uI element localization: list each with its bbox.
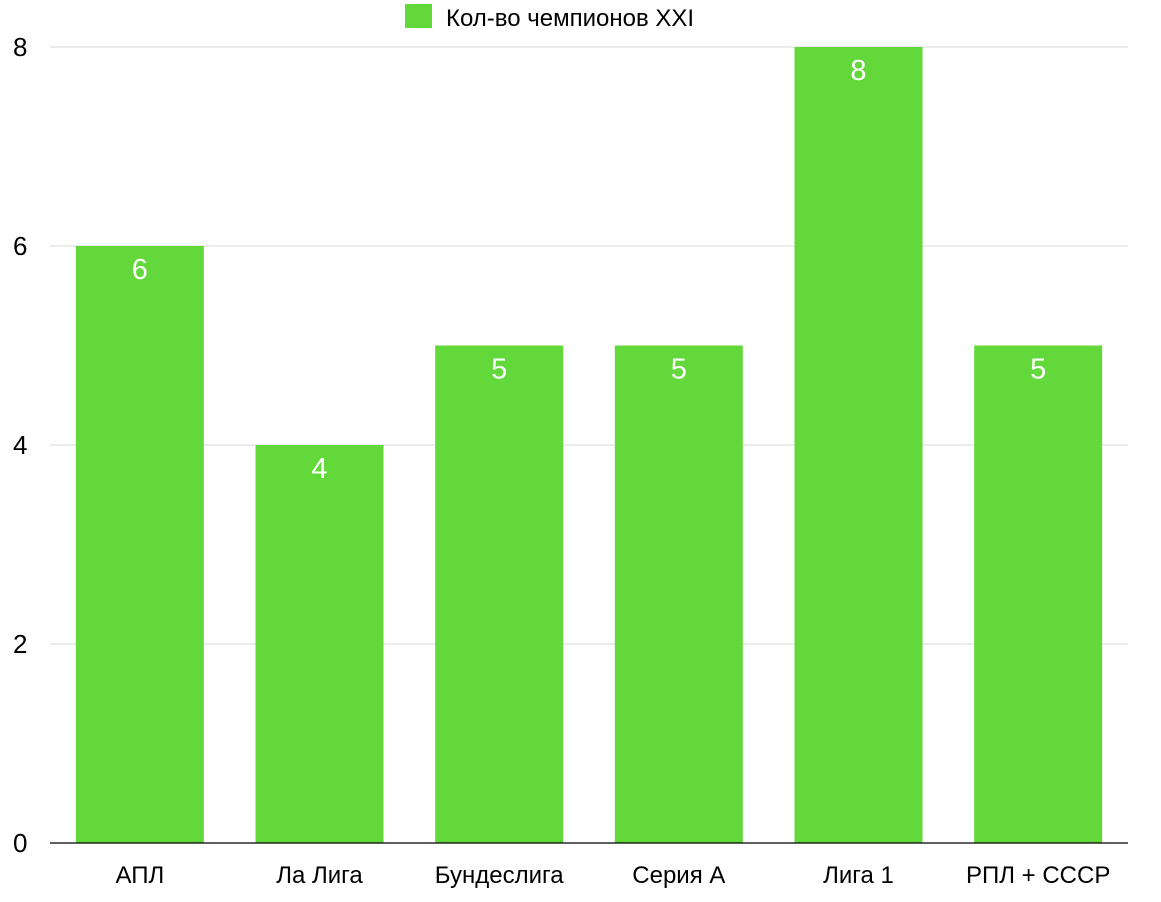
x-tick-label: Лига 1 (823, 862, 894, 889)
bar (75, 246, 204, 843)
data-labels: 6 4 5 5 8 5 (132, 55, 1046, 485)
data-label: 8 (850, 55, 866, 87)
y-tick-label: 8 (13, 32, 27, 62)
bar (974, 345, 1103, 843)
x-axis-labels: АПЛ Ла Лига Бундеслига Серия A Лига 1 РПЛ + С… (115, 862, 1110, 889)
bar (794, 47, 923, 843)
data-label: 5 (1030, 354, 1046, 386)
y-tick-label: 4 (13, 430, 27, 460)
x-tick-label: Бундеслига (435, 862, 564, 889)
data-label: 5 (671, 354, 687, 386)
y-tick-label: 2 (13, 629, 27, 659)
bars (75, 47, 1103, 843)
bar (435, 345, 564, 843)
x-tick-label: АПЛ (115, 862, 164, 889)
y-axis-ticks: 0 2 4 6 8 (13, 32, 27, 858)
data-label: 4 (311, 453, 327, 485)
grid-lines (50, 46, 1128, 645)
x-tick-label: Серия A (632, 862, 725, 889)
bar (255, 445, 384, 843)
legend-label: Кол-во чемпионов XXI (446, 5, 694, 32)
legend-swatch (405, 4, 432, 28)
y-tick-label: 6 (13, 231, 27, 261)
x-tick-label: Ла Лига (276, 862, 363, 889)
x-tick-label: РПЛ + СССР (966, 862, 1110, 889)
data-label: 5 (491, 354, 507, 386)
legend: Кол-во чемпионов XXI (405, 4, 694, 32)
bar (614, 345, 743, 843)
y-tick-label: 0 (13, 828, 27, 858)
data-label: 6 (132, 254, 148, 286)
